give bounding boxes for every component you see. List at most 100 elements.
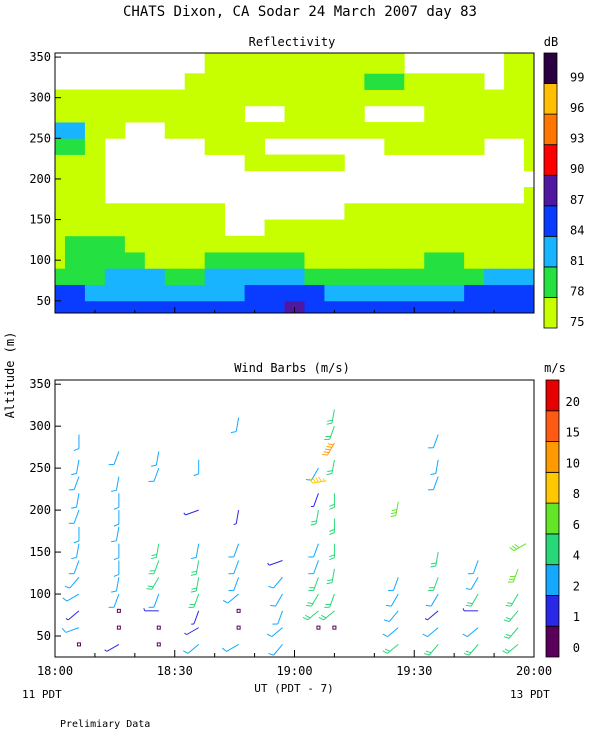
wind-barb [111, 527, 119, 542]
reflectivity-cell [324, 53, 344, 74]
wind-barb-staff [433, 435, 438, 448]
wind-barb-staff [226, 644, 238, 651]
reflectivity-cell [55, 155, 65, 172]
reflectivity-cell [344, 90, 364, 107]
wind-barb-flag [386, 605, 391, 606]
wind-barb [303, 611, 318, 620]
wind-barb [468, 560, 478, 573]
wind-barb-staff [433, 477, 438, 490]
wind-barb-flag [430, 474, 435, 475]
reflectivity-cell [504, 73, 524, 90]
calm-wind-marker [237, 609, 240, 612]
reflectivity-cell [524, 155, 534, 172]
reflectivity-cell [185, 106, 205, 123]
wind-barb-flag [325, 449, 330, 450]
reflectivity-cell [384, 285, 404, 302]
wind-barb [391, 502, 399, 517]
reflectivity-cell [324, 155, 344, 172]
reflectivity-cell [165, 285, 185, 302]
wind-barb [327, 460, 335, 475]
reflectivity-cell [185, 268, 205, 285]
wind-barb-staff [116, 477, 118, 491]
wind-barb-flag [321, 615, 326, 618]
reflectivity-cell [185, 203, 205, 220]
reflectivity-cell [105, 301, 125, 314]
reflectivity-cell [324, 268, 344, 285]
wind-barb [234, 510, 239, 524]
reflectivity-cell [55, 106, 65, 123]
wind-barb-flag [191, 591, 196, 592]
wind-barb-staff [228, 594, 239, 603]
reflectivity-colorbar-label: 99 [570, 71, 584, 85]
reflectivity-cell [225, 106, 245, 123]
wind-barb [149, 468, 159, 481]
wind-barb-staff [70, 577, 79, 588]
calm-wind-marker [117, 609, 120, 612]
wind-barb [146, 577, 158, 589]
reflectivity-cell [464, 73, 484, 90]
reflectivity-cell [225, 301, 245, 314]
wind-barb-staff [114, 451, 119, 464]
reflectivity-cell [524, 138, 534, 155]
reflectivity-cell [225, 252, 245, 269]
reflectivity-cell [185, 90, 205, 107]
reflectivity-cell [245, 285, 265, 302]
wind-barb-flag [505, 649, 510, 652]
reflectivity-colorbar-swatch [544, 267, 557, 298]
reflectivity-cell [285, 90, 305, 107]
wind-barb-flag [466, 651, 471, 653]
reflectivity-colorbar-label: 87 [570, 193, 584, 207]
wind-barb-flag [319, 477, 322, 482]
wind-barb [63, 594, 79, 601]
reflectivity-cell [285, 53, 305, 74]
reflectivity-cell [504, 236, 524, 253]
wind-barb [425, 611, 438, 620]
reflectivity-cell [464, 236, 484, 253]
wind-barb-staff [154, 560, 159, 573]
reflectivity-cell [105, 90, 125, 107]
wind-barb-staff [187, 628, 199, 635]
wind-barb [430, 460, 438, 475]
wind-barb-staff [116, 577, 118, 591]
reflectivity-cell [424, 73, 444, 90]
reflectivity-cell [364, 203, 384, 220]
wind-barb-flag [423, 634, 428, 637]
wind-barb [71, 460, 79, 475]
wind-barb-flag [329, 558, 334, 560]
reflectivity-cell [65, 171, 85, 188]
wind-barb-flag [191, 574, 196, 575]
wind-barb-flag [114, 558, 119, 560]
reflectivity-cell [424, 220, 444, 237]
wind-barb [105, 644, 119, 651]
wind-barb-staff [269, 560, 282, 565]
wind-barb [308, 544, 318, 557]
reflectivity-cell [404, 90, 424, 107]
reflectivity-cell [504, 268, 524, 285]
reflectivity-colorbar-swatch [544, 297, 557, 328]
wind-barb-staff [332, 460, 334, 474]
reflectivity-cell [504, 203, 524, 220]
reflectivity-cell [524, 252, 534, 269]
wind-barb-staff [507, 644, 518, 653]
calm-wind-marker [157, 626, 160, 629]
wind-barb-flag [463, 634, 468, 637]
wind-barb-flag [191, 557, 196, 558]
reflectivity-cell [324, 106, 344, 123]
wind-barb [324, 426, 334, 439]
wind-barb-flag [65, 586, 70, 588]
wind-barb-flag [151, 557, 156, 558]
wind-barb-staff [272, 628, 283, 637]
wind-barb-staff [156, 451, 158, 465]
wind-colorbar-label: 2 [573, 579, 580, 593]
reflectivity-cell [384, 301, 404, 314]
reflectivity-y-tick-label: 50 [37, 294, 51, 308]
wind-barb-staff [274, 644, 283, 655]
reflectivity-cell [55, 187, 65, 204]
reflectivity-cell [464, 90, 484, 107]
wind-barb [329, 519, 334, 535]
wind-barb [74, 527, 79, 543]
wind-barb [466, 577, 478, 589]
reflectivity-cell [85, 203, 105, 220]
wind-barb-staff [236, 418, 238, 432]
wind-barb-staff [427, 628, 438, 637]
